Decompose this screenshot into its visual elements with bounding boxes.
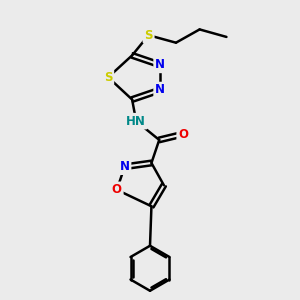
Text: O: O	[112, 183, 122, 196]
Text: N: N	[155, 83, 165, 97]
Text: O: O	[178, 128, 188, 141]
Text: N: N	[120, 160, 130, 173]
Text: S: S	[104, 71, 112, 84]
Text: S: S	[144, 29, 153, 42]
Text: N: N	[155, 58, 165, 71]
Text: HN: HN	[126, 115, 146, 128]
